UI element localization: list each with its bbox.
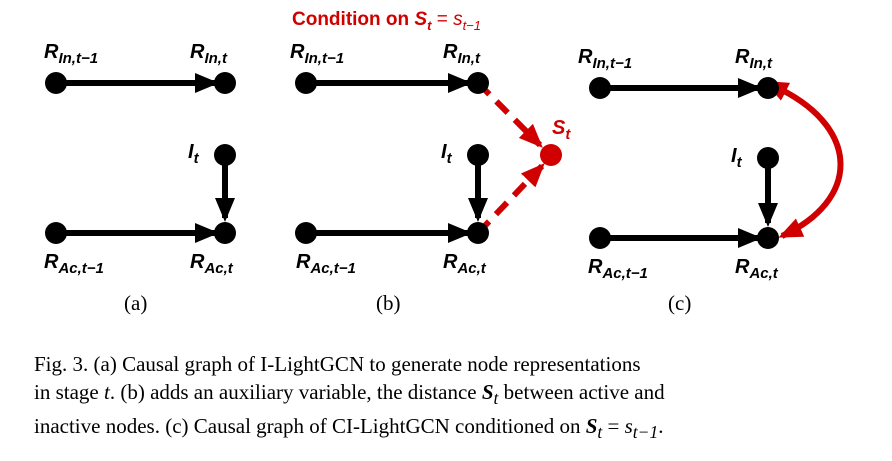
edge-c-rin-rac-bidirectional (764, 80, 844, 239)
label-b-s-t: St (552, 117, 571, 143)
causal-graph-figure: Condition on St = st−1 RIn,t−1 RIn,t It … (44, 9, 844, 315)
panel-b: RIn,t−1 RIn,t It RAc,t−1 RAc,t St (b) (290, 41, 571, 315)
node-b-i-t (467, 144, 489, 166)
panel-label-c: (c) (668, 291, 691, 315)
node-r-ac-prev (45, 222, 67, 244)
label-r-in-cur: RIn,t (190, 41, 228, 67)
node-b-r-in-cur (467, 72, 489, 94)
label-c-r-in-prev: RIn,t−1 (578, 46, 632, 72)
label-c-r-in-cur: RIn,t (735, 46, 773, 72)
condition-title: Condition on St = st−1 (292, 9, 481, 33)
node-i-t (214, 144, 236, 166)
node-c-r-in-prev (589, 77, 611, 99)
node-b-r-ac-cur (467, 222, 489, 244)
node-c-i-t (757, 147, 779, 169)
label-r-in-prev: RIn,t−1 (44, 41, 98, 67)
label-b-r-in-prev: RIn,t−1 (290, 41, 344, 67)
label-i-t: It (188, 141, 200, 167)
label-b-i-t: It (441, 141, 453, 167)
panel-c: RIn,t−1 RIn,t It RAc,t−1 RAc,t (c) (578, 46, 844, 315)
node-b-r-ac-prev (295, 222, 317, 244)
caption-line-3: inactive nodes. (c) Causal graph of CI-L… (34, 414, 664, 443)
label-r-ac-prev: RAc,t−1 (44, 251, 104, 277)
node-c-r-ac-cur (757, 227, 779, 249)
figure-caption: Fig. 3. (a) Causal graph of I-LightGCN t… (34, 350, 854, 446)
edge-b-rac-to-st (475, 163, 545, 236)
label-c-r-ac-prev: RAc,t−1 (588, 256, 648, 282)
panel-label-a: (a) (124, 291, 147, 315)
caption-line-1: Fig. 3. (a) Causal graph of I-LightGCN t… (34, 352, 641, 376)
panel-a: RIn,t−1 RIn,t It RAc,t−1 RAc,t (a) (44, 41, 236, 315)
label-r-ac-cur: RAc,t (190, 251, 234, 277)
node-c-r-ac-prev (589, 227, 611, 249)
caption-line-2: in stage t. (b) adds an auxiliary variab… (34, 380, 665, 409)
label-b-r-ac-prev: RAc,t−1 (296, 251, 356, 277)
label-b-r-in-cur: RIn,t (443, 41, 481, 67)
node-r-in-prev (45, 72, 67, 94)
label-c-r-ac-cur: RAc,t (735, 256, 779, 282)
node-b-r-in-prev (295, 72, 317, 94)
node-r-in-cur (214, 72, 236, 94)
node-b-s-t (540, 144, 562, 166)
label-b-r-ac-cur: RAc,t (443, 251, 487, 277)
panel-label-b: (b) (376, 291, 401, 315)
label-c-i-t: It (731, 145, 743, 171)
edge-b-rin-to-st (475, 80, 543, 148)
node-c-r-in-cur (757, 77, 779, 99)
node-r-ac-cur (214, 222, 236, 244)
